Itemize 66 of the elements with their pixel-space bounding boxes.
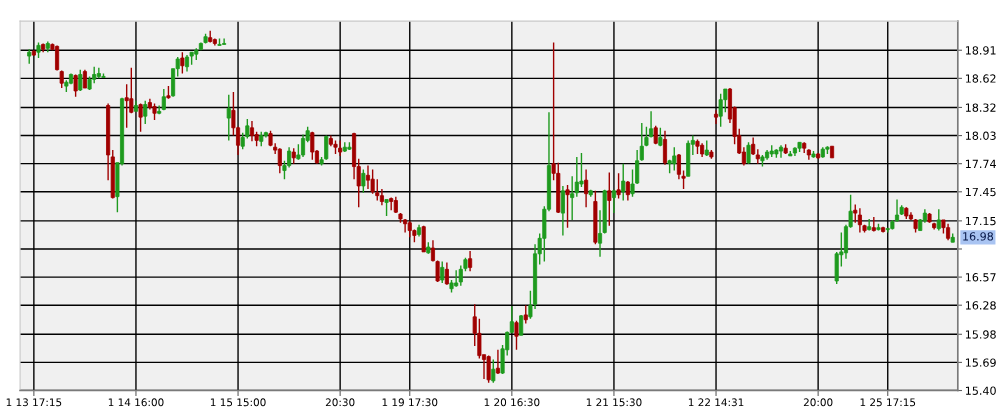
- candlestick: [310, 130, 315, 161]
- candlestick: [440, 260, 445, 284]
- candlestick: [514, 320, 519, 351]
- candlestick: [444, 261, 449, 286]
- candlestick: [226, 94, 231, 142]
- candlestick: [458, 264, 463, 287]
- candlestick: [138, 102, 143, 133]
- candlestick: [277, 147, 282, 175]
- x-tick-label: 1 13 17:15: [6, 398, 62, 407]
- y-tick-label: 18.62: [965, 74, 996, 83]
- candlestick: [746, 141, 751, 165]
- candlestick: [584, 168, 589, 208]
- y-tick-label: 17.74: [965, 159, 996, 168]
- y-tick-label: 15.40: [965, 386, 996, 395]
- candlestick: [180, 51, 185, 75]
- x-tick-label: 1 14 16:00: [108, 398, 164, 407]
- candlestick: [681, 169, 686, 190]
- y-tick-label: 15.69: [965, 358, 996, 367]
- y-tick-label: 17.45: [965, 187, 996, 197]
- candlestick: [713, 109, 719, 125]
- candlestick: [649, 110, 654, 139]
- candlestick: [370, 168, 375, 195]
- candlestick: [523, 304, 528, 325]
- candlestick: [565, 184, 570, 229]
- candlestick: [300, 133, 306, 158]
- x-tick-label: 1 25 17:15: [860, 398, 916, 407]
- candlestick: [491, 358, 496, 384]
- candlestick: [375, 178, 380, 202]
- candlestick: [570, 175, 575, 221]
- y-tick-label: 16.57: [965, 273, 996, 282]
- candlestick: [621, 162, 626, 202]
- candlestick: [486, 354, 491, 384]
- candlestick: [495, 349, 500, 375]
- x-tick-label: 1 15 15:00: [210, 398, 266, 407]
- candlestick: [936, 208, 941, 232]
- x-tick-label: 20:30: [325, 398, 355, 407]
- candlestick: [871, 216, 876, 233]
- candlestick: [245, 118, 250, 140]
- x-tick-label: 20:00: [803, 398, 833, 407]
- y-tick-label: 18.91: [965, 46, 996, 55]
- candlestick: [625, 180, 630, 202]
- y-tick-label: 17.15: [965, 216, 996, 226]
- candlestick: [560, 185, 565, 237]
- y-tick-label: 16.28: [965, 301, 996, 310]
- candlestick: [867, 218, 872, 232]
- candlestick: [78, 68, 83, 92]
- x-tick-label: 1 22 14:31: [688, 398, 744, 407]
- x-tick-label: 1 19 17:30: [382, 398, 438, 407]
- candlestick: [607, 171, 612, 227]
- y-tick-label: 18.32: [965, 103, 996, 112]
- candlestick: [662, 130, 668, 166]
- candlestick: [468, 250, 473, 272]
- x-tick-label: 1 21 15:30: [586, 398, 642, 407]
- candlestick: [365, 164, 371, 190]
- candlestick: [324, 134, 329, 161]
- candlestick: [143, 99, 148, 125]
- y-tick-label: 15.98: [965, 330, 996, 339]
- candlestick: [361, 168, 366, 194]
- annotation: 16.98: [963, 232, 994, 241]
- candlestick: [616, 172, 621, 200]
- y-tick-label: 18.03: [965, 131, 996, 140]
- candlestick: [249, 120, 255, 143]
- candlestick: [73, 73, 78, 98]
- candlestick: [639, 122, 644, 162]
- x-tick-label: 1 20 16:30: [484, 398, 540, 407]
- candlestick: [82, 68, 87, 89]
